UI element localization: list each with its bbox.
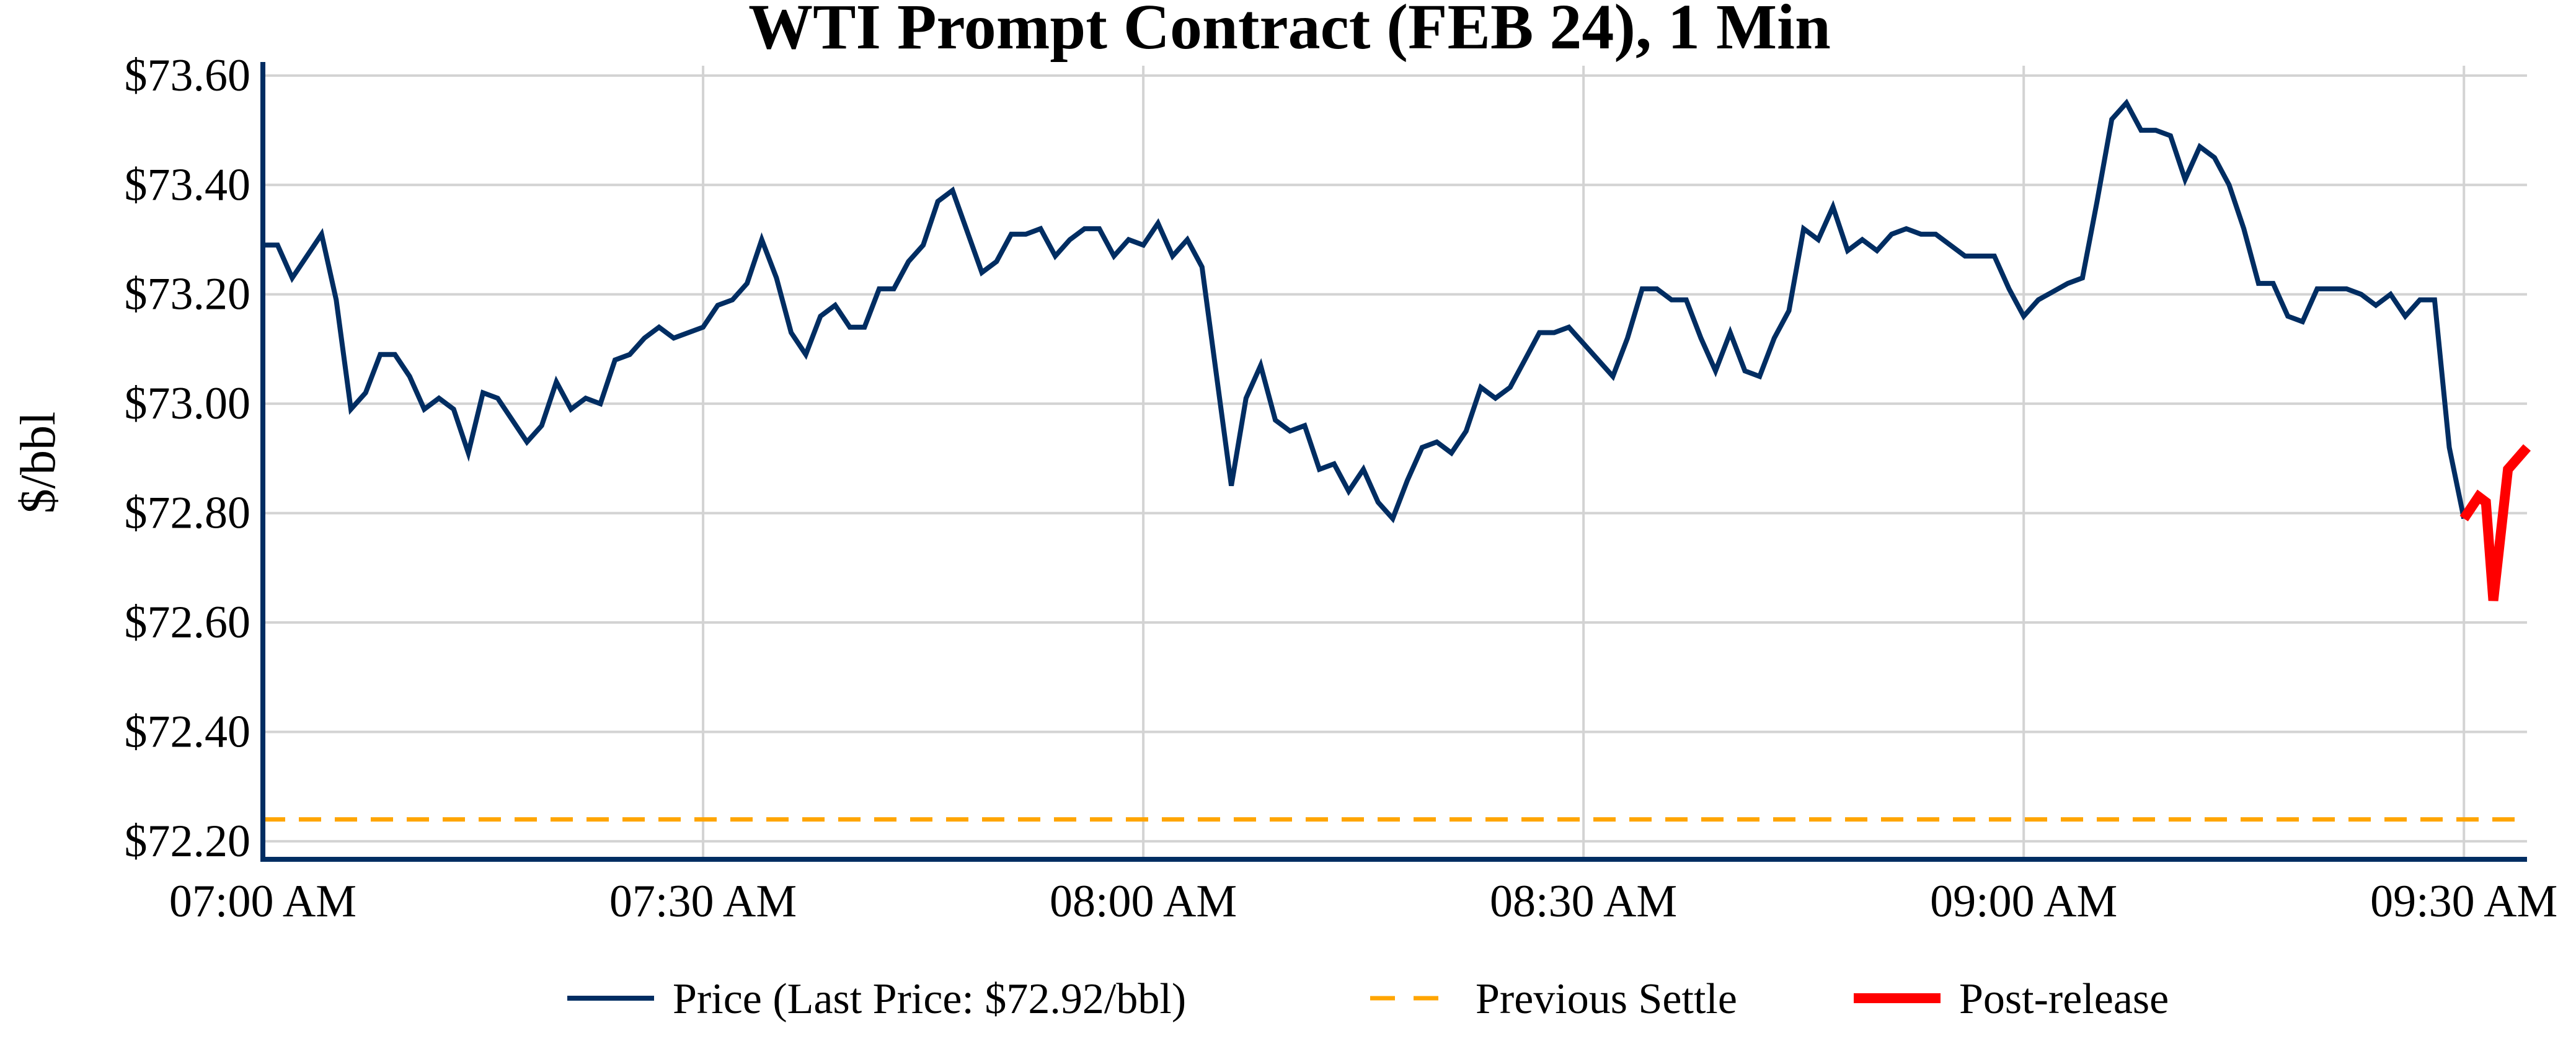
grid bbox=[262, 66, 2527, 859]
y-tick-labels: $73.60 $73.40 $73.20 $73.00 $72.80 $72.60 $72.… bbox=[125, 50, 251, 867]
legend: Price (Last Price: $72.92/bbl) Previous S… bbox=[567, 975, 2169, 1023]
x-tick-label: 09:30 AM bbox=[2370, 876, 2557, 927]
y-tick-label: $73.20 bbox=[125, 269, 251, 320]
x-tick-label: 08:00 AM bbox=[1050, 876, 1237, 927]
x-tick-label: 08:30 AM bbox=[1490, 876, 1677, 927]
price-line bbox=[263, 99, 2467, 523]
series-layer bbox=[263, 99, 2531, 822]
x-tick-labels: 07:00 AM 07:30 AM 08:00 AM 08:30 AM 09:00 AM… bbox=[169, 876, 2557, 927]
x-tick-label: 09:00 AM bbox=[1930, 876, 2117, 927]
y-tick-label: $72.80 bbox=[125, 488, 251, 539]
post-release-line bbox=[2459, 444, 2531, 601]
y-tick-label: $72.60 bbox=[125, 597, 251, 648]
y-tick-label: $73.40 bbox=[125, 159, 251, 210]
y-tick-label: $72.40 bbox=[125, 706, 251, 757]
axes bbox=[260, 62, 2527, 862]
legend-previous-settle-label: Previous Settle bbox=[1476, 975, 1737, 1023]
y-tick-label: $73.60 bbox=[125, 50, 251, 101]
x-tick-label: 07:30 AM bbox=[609, 876, 797, 927]
legend-price-label: Price (Last Price: $72.92/bbl) bbox=[673, 975, 1186, 1023]
x-tick-label: 07:00 AM bbox=[169, 876, 356, 927]
y-tick-label: $73.00 bbox=[125, 378, 251, 429]
chart-title: WTI Prompt Contract (FEB 24), 1 Min bbox=[748, 0, 1831, 63]
legend-post-release-label: Post-release bbox=[1959, 975, 2169, 1023]
y-tick-label: $72.20 bbox=[125, 816, 251, 867]
y-axis-label: $/bbl bbox=[11, 412, 66, 513]
